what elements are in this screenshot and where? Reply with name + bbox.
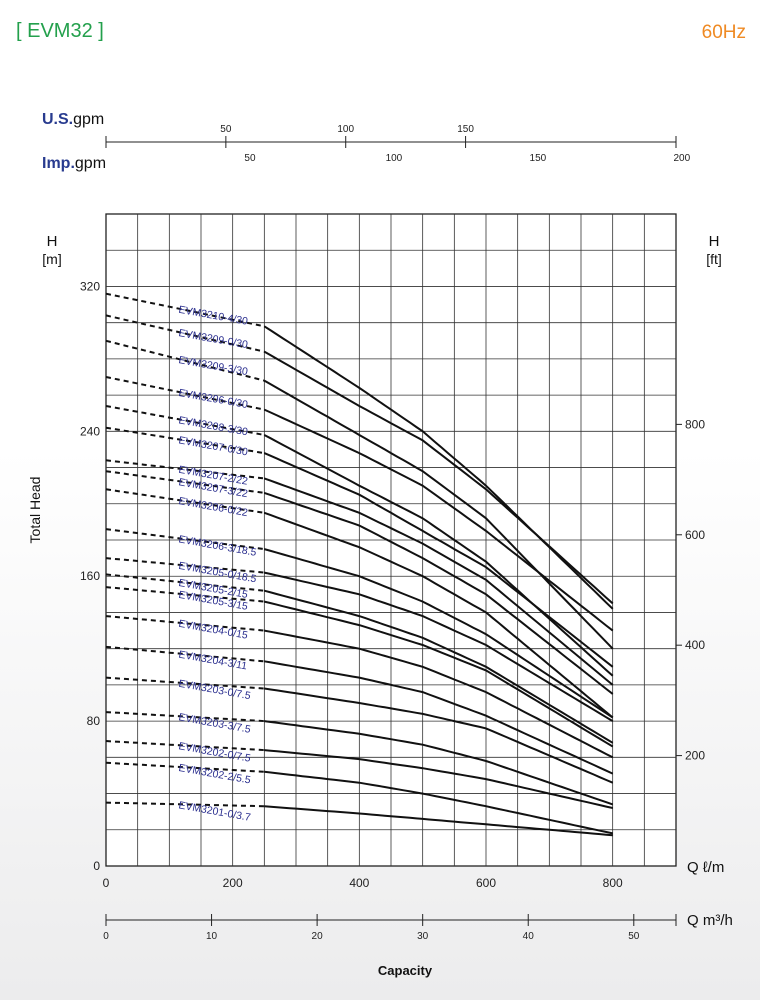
x-unit-label: Q ℓ/m — [687, 859, 724, 876]
y-tick-label: 160 — [80, 569, 100, 583]
y-tick-label: 80 — [87, 714, 101, 728]
y-right-tick-label: 200 — [685, 749, 705, 763]
grid — [105, 213, 677, 867]
impgpm-tick-label: 50 — [244, 153, 256, 164]
y-right-unit: [ft] — [706, 251, 722, 267]
model-title: [ EVM32 ] — [16, 20, 104, 42]
x-axis-title: Capacity — [378, 963, 433, 978]
curve-dashed-segment — [105, 339, 265, 382]
impgpm-tick-label: 150 — [530, 153, 547, 164]
usgpm-tick-label: 50 — [220, 124, 232, 135]
curve-solid-segment — [264, 805, 613, 837]
m3h-tick-label: 30 — [417, 931, 429, 942]
impgpm-label: Imp.gpm — [42, 155, 106, 172]
curve-solid-segment — [264, 589, 614, 744]
m3h-tick-label: 40 — [523, 931, 535, 942]
curve-solid-segment — [264, 629, 614, 759]
y-right-tick-label: 600 — [685, 528, 705, 542]
frequency-label: 60Hz — [701, 22, 746, 43]
usgpm-tick-label: 100 — [337, 124, 354, 135]
y-right-tick-label: 400 — [685, 638, 705, 652]
curve-solid-segment — [264, 548, 614, 719]
curve-solid-segment — [264, 571, 614, 722]
x-tick-label: 600 — [476, 876, 496, 890]
m3h-tick-label: 50 — [628, 931, 640, 942]
m3h-tick-label: 10 — [206, 931, 218, 942]
y-right-tick-label: 800 — [685, 417, 705, 431]
y-axis-title: Total Head — [27, 477, 43, 544]
x-tick-label: 800 — [603, 876, 623, 890]
curve-dashed-segment — [105, 314, 265, 353]
y-tick-label: 320 — [80, 279, 100, 293]
y-right-unit: H — [709, 233, 720, 250]
y-tick-label: 0 — [93, 859, 100, 873]
curve-solid-segment — [264, 687, 614, 784]
impgpm-tick-label: 100 — [386, 153, 403, 164]
curve-solid-segment — [264, 770, 613, 835]
curve-solid-segment — [263, 379, 614, 650]
curve-solid-segment — [263, 511, 614, 719]
curve-solid-segment — [264, 749, 613, 809]
m3h-tick-label: 20 — [312, 931, 324, 942]
curve-solid-segment — [263, 408, 614, 632]
curve-solid-segment — [263, 350, 614, 605]
curve-solid-segment — [263, 452, 614, 668]
y-left-unit: [m] — [42, 251, 61, 267]
curves — [105, 292, 614, 837]
curve-solid-segment — [263, 434, 614, 677]
x-tick-label: 0 — [103, 876, 110, 890]
y-left-unit: H — [47, 233, 58, 250]
x-tick-label: 400 — [349, 876, 369, 890]
y-tick-label: 240 — [80, 424, 100, 438]
usgpm-tick-label: 150 — [457, 124, 474, 135]
usgpm-label: U.S.gpm — [42, 111, 104, 128]
x-tick-label: 200 — [223, 876, 243, 890]
impgpm-tick-label: 200 — [673, 153, 690, 164]
m3h-tick-label: 0 — [103, 931, 109, 942]
curve-solid-segment — [263, 491, 614, 695]
curve-solid-segment — [264, 660, 614, 775]
curve-solid-segment — [263, 477, 614, 686]
curve-solid-segment — [264, 720, 614, 806]
curve-solid-segment — [264, 600, 614, 748]
m3h-unit-label: Q m³/h — [687, 912, 733, 929]
